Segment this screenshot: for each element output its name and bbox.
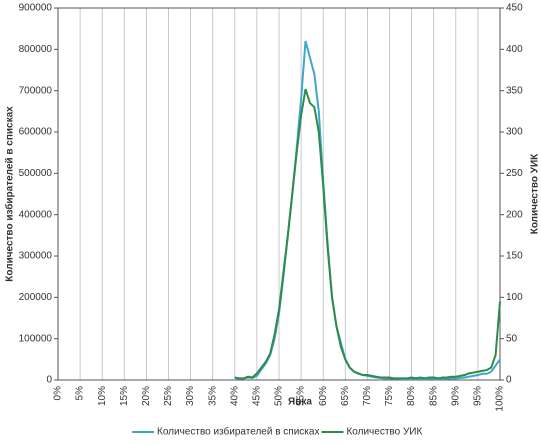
y-tick-label: 900000	[19, 3, 53, 14]
series-line	[234, 88, 501, 380]
legend-label: Количество избирателей в списках	[157, 426, 319, 438]
y2-tick-label: 450	[506, 3, 523, 14]
y-tick-label: 300000	[19, 251, 53, 262]
y-tick-label: 700000	[19, 85, 53, 96]
x-tick-label: 90%	[450, 386, 461, 406]
x-tick-label: 15%	[119, 386, 130, 406]
x-tick-label: 5%	[75, 386, 86, 401]
x-tick-label: 60%	[318, 386, 329, 406]
x-tick-label: 80%	[406, 386, 417, 406]
x-tick-label: 95%	[473, 386, 484, 406]
y-tick-label: 100000	[19, 333, 53, 344]
y2-tick-label: 100	[506, 292, 523, 303]
x-tick-label: 55%	[296, 386, 307, 406]
y2-tick-label: 400	[506, 44, 523, 55]
x-tick-label: 40%	[229, 386, 240, 406]
x-tick-label: 65%	[340, 386, 351, 406]
x-tick-label: 100%	[495, 386, 506, 412]
x-tick-label: 45%	[252, 386, 263, 406]
x-tick-label: 85%	[428, 386, 439, 406]
y-tick-label: 200000	[19, 292, 53, 303]
y-tick-label: 0	[46, 375, 52, 386]
y2-tick-label: 150	[506, 251, 523, 262]
x-tick-label: 25%	[163, 386, 174, 406]
x-tick-label: 30%	[185, 386, 196, 406]
x-tick-label: 35%	[207, 386, 218, 406]
y2-tick-label: 50	[506, 333, 518, 344]
y2-tick-label: 250	[506, 168, 523, 179]
y2-tick-label: 0	[506, 375, 512, 386]
y-tick-label: 400000	[19, 209, 53, 220]
y2-axis-label: Количество УИК	[530, 153, 541, 234]
x-tick-label: 20%	[141, 386, 152, 406]
plot-frame	[57, 7, 501, 381]
x-tick-label: 50%	[274, 386, 285, 406]
y2-tick-label: 350	[506, 85, 523, 96]
x-axis-label: Явка	[288, 397, 312, 408]
x-tick-label: 10%	[97, 386, 108, 406]
y-tick-label: 500000	[19, 168, 53, 179]
x-tick-label: 75%	[384, 386, 395, 406]
x-tick-label: 0%	[53, 386, 64, 401]
y-tick-label: 800000	[19, 44, 53, 55]
x-tick-label: 70%	[362, 386, 373, 406]
y-axis-label: Количество избирателей в списках	[4, 106, 16, 282]
y2-tick-label: 200	[506, 209, 523, 220]
legend-label: Количество УИК	[346, 427, 422, 438]
y2-tick-label: 300	[506, 127, 523, 138]
y-tick-label: 600000	[19, 127, 53, 138]
